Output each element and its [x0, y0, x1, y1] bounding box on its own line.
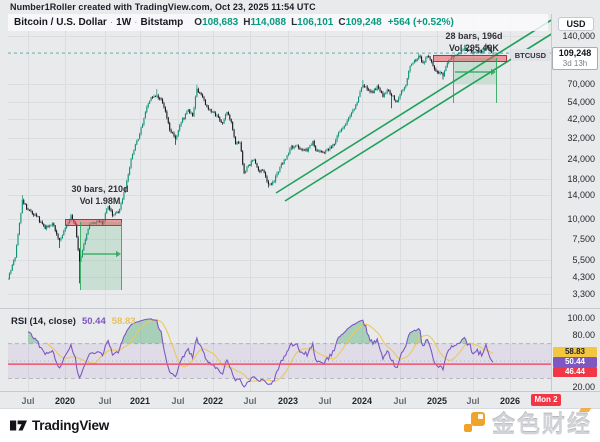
- range2-volume: Vol 295,49K: [449, 43, 499, 53]
- rsi-axis-badge: 58.83: [553, 347, 597, 357]
- low-value: 106,101: [297, 17, 334, 28]
- open-value: 108,683: [202, 17, 239, 28]
- price-axis-label: 140,000: [562, 31, 595, 41]
- open-label: O: [194, 17, 203, 28]
- rsi-legend[interactable]: RSI (14, close) 50.44 58.83: [11, 316, 136, 327]
- price-axis-label: 42,000: [567, 114, 595, 124]
- tradingview-logo[interactable]: TradingView: [10, 417, 109, 434]
- range1-bars: 30 bars, 210d: [71, 184, 129, 194]
- range1-volume: Vol 1.98M: [79, 196, 121, 206]
- gold-finance-icon: [464, 411, 485, 433]
- watermark-text: 金色财经: [492, 405, 592, 439]
- close-value: 109,248: [345, 17, 382, 28]
- time-axis-tick: 2021: [129, 396, 151, 406]
- tradingview-logo-icon: [10, 420, 27, 431]
- exchange-label: Bitstamp: [140, 17, 184, 28]
- price-axis-label: 32,000: [567, 133, 595, 143]
- price-axis-label: 14,000: [567, 190, 595, 200]
- tradingview-logo-text: TradingView: [32, 418, 110, 433]
- rsi-value: 50.44: [81, 316, 106, 327]
- price-axis-label: 18,000: [567, 174, 595, 184]
- symbol-axis-badge: BTCUSD: [510, 49, 550, 61]
- price-axis-label: 10,000: [567, 214, 595, 224]
- time-axis-tick: 2023: [277, 396, 299, 406]
- rsi-ma-value: 58.83: [111, 316, 136, 327]
- time-axis-tick: 2026: [499, 396, 521, 406]
- publisher-watermark: 金色财经: [464, 405, 592, 439]
- last-price-value: 109,248: [558, 48, 592, 58]
- rsi-title: RSI (14, close): [11, 316, 76, 327]
- price-axis-label: 54,000: [567, 97, 595, 107]
- rsi-axis-badge: 46.44: [553, 367, 597, 377]
- currency-toggle-button[interactable]: USD: [558, 17, 594, 31]
- symbol-title[interactable]: Bitcoin / U.S. Dollar: [14, 17, 107, 28]
- rsi-axis-label: 80.00: [572, 330, 595, 340]
- time-axis-tick: Jul: [21, 396, 35, 406]
- price-axis-label: 3,300: [572, 289, 595, 299]
- rsi-axis-badge: 50.44: [553, 357, 597, 367]
- range2-bars: 28 bars, 196d: [445, 31, 503, 41]
- legend-band: [8, 14, 548, 31]
- range-measure-label-2020[interactable]: 30 bars, 210d Vol 1.98M: [71, 183, 128, 207]
- time-axis-tick: 2022: [202, 396, 224, 406]
- time-axis-tick: 2024: [351, 396, 373, 406]
- time-axis-tick: Jul: [243, 396, 257, 406]
- close-label: C: [338, 17, 346, 28]
- time-axis-tick: Jul: [98, 396, 112, 406]
- rsi-axis-label: 100.00: [567, 313, 595, 323]
- price-axis-label: 70,000: [567, 79, 595, 89]
- attribution-text: Number1Roller created with TradingView.c…: [10, 2, 316, 12]
- time-axis-tick: 2020: [54, 396, 76, 406]
- price-axis-label: 5,500: [572, 255, 595, 265]
- time-axis-tick: Jul: [393, 396, 407, 406]
- footer-bar: TradingView 金色财经: [0, 408, 600, 442]
- high-label: H: [243, 17, 251, 28]
- ohlc-values: O108,683 H114,088 L106,101 C109,248 +564 (+0…: [189, 17, 454, 28]
- price-axis-label: 7,500: [572, 234, 595, 244]
- low-label: L: [291, 17, 298, 28]
- legend-separator: ·: [109, 17, 114, 28]
- legend-separator: ·: [134, 17, 138, 28]
- time-axis-tick: Jul: [318, 396, 332, 406]
- rsi-axis-label: 20.00: [572, 382, 595, 392]
- price-axis-label: 4,300: [572, 272, 595, 282]
- next-bar-date-badge: Mon 2: [531, 394, 561, 406]
- symbol-legend: Bitcoin / U.S. Dollar · 1W · Bitstamp O108,68…: [14, 17, 454, 28]
- range-measure-label-2025[interactable]: 28 bars, 196d Vol 295,49K: [445, 30, 502, 54]
- last-price-badge: 109,248 3d 13h: [552, 47, 598, 70]
- time-axis-tick: Jul: [466, 396, 480, 406]
- change-value: +564 (+0.52%): [387, 17, 454, 28]
- high-value: 114,088: [250, 17, 287, 28]
- bar-countdown: 3d 13h: [562, 59, 588, 68]
- time-axis-tick: Jul: [171, 396, 185, 406]
- price-axis-label: 24,000: [567, 154, 595, 164]
- interval-label[interactable]: 1W: [116, 17, 132, 28]
- time-axis-tick: 2025: [426, 396, 448, 406]
